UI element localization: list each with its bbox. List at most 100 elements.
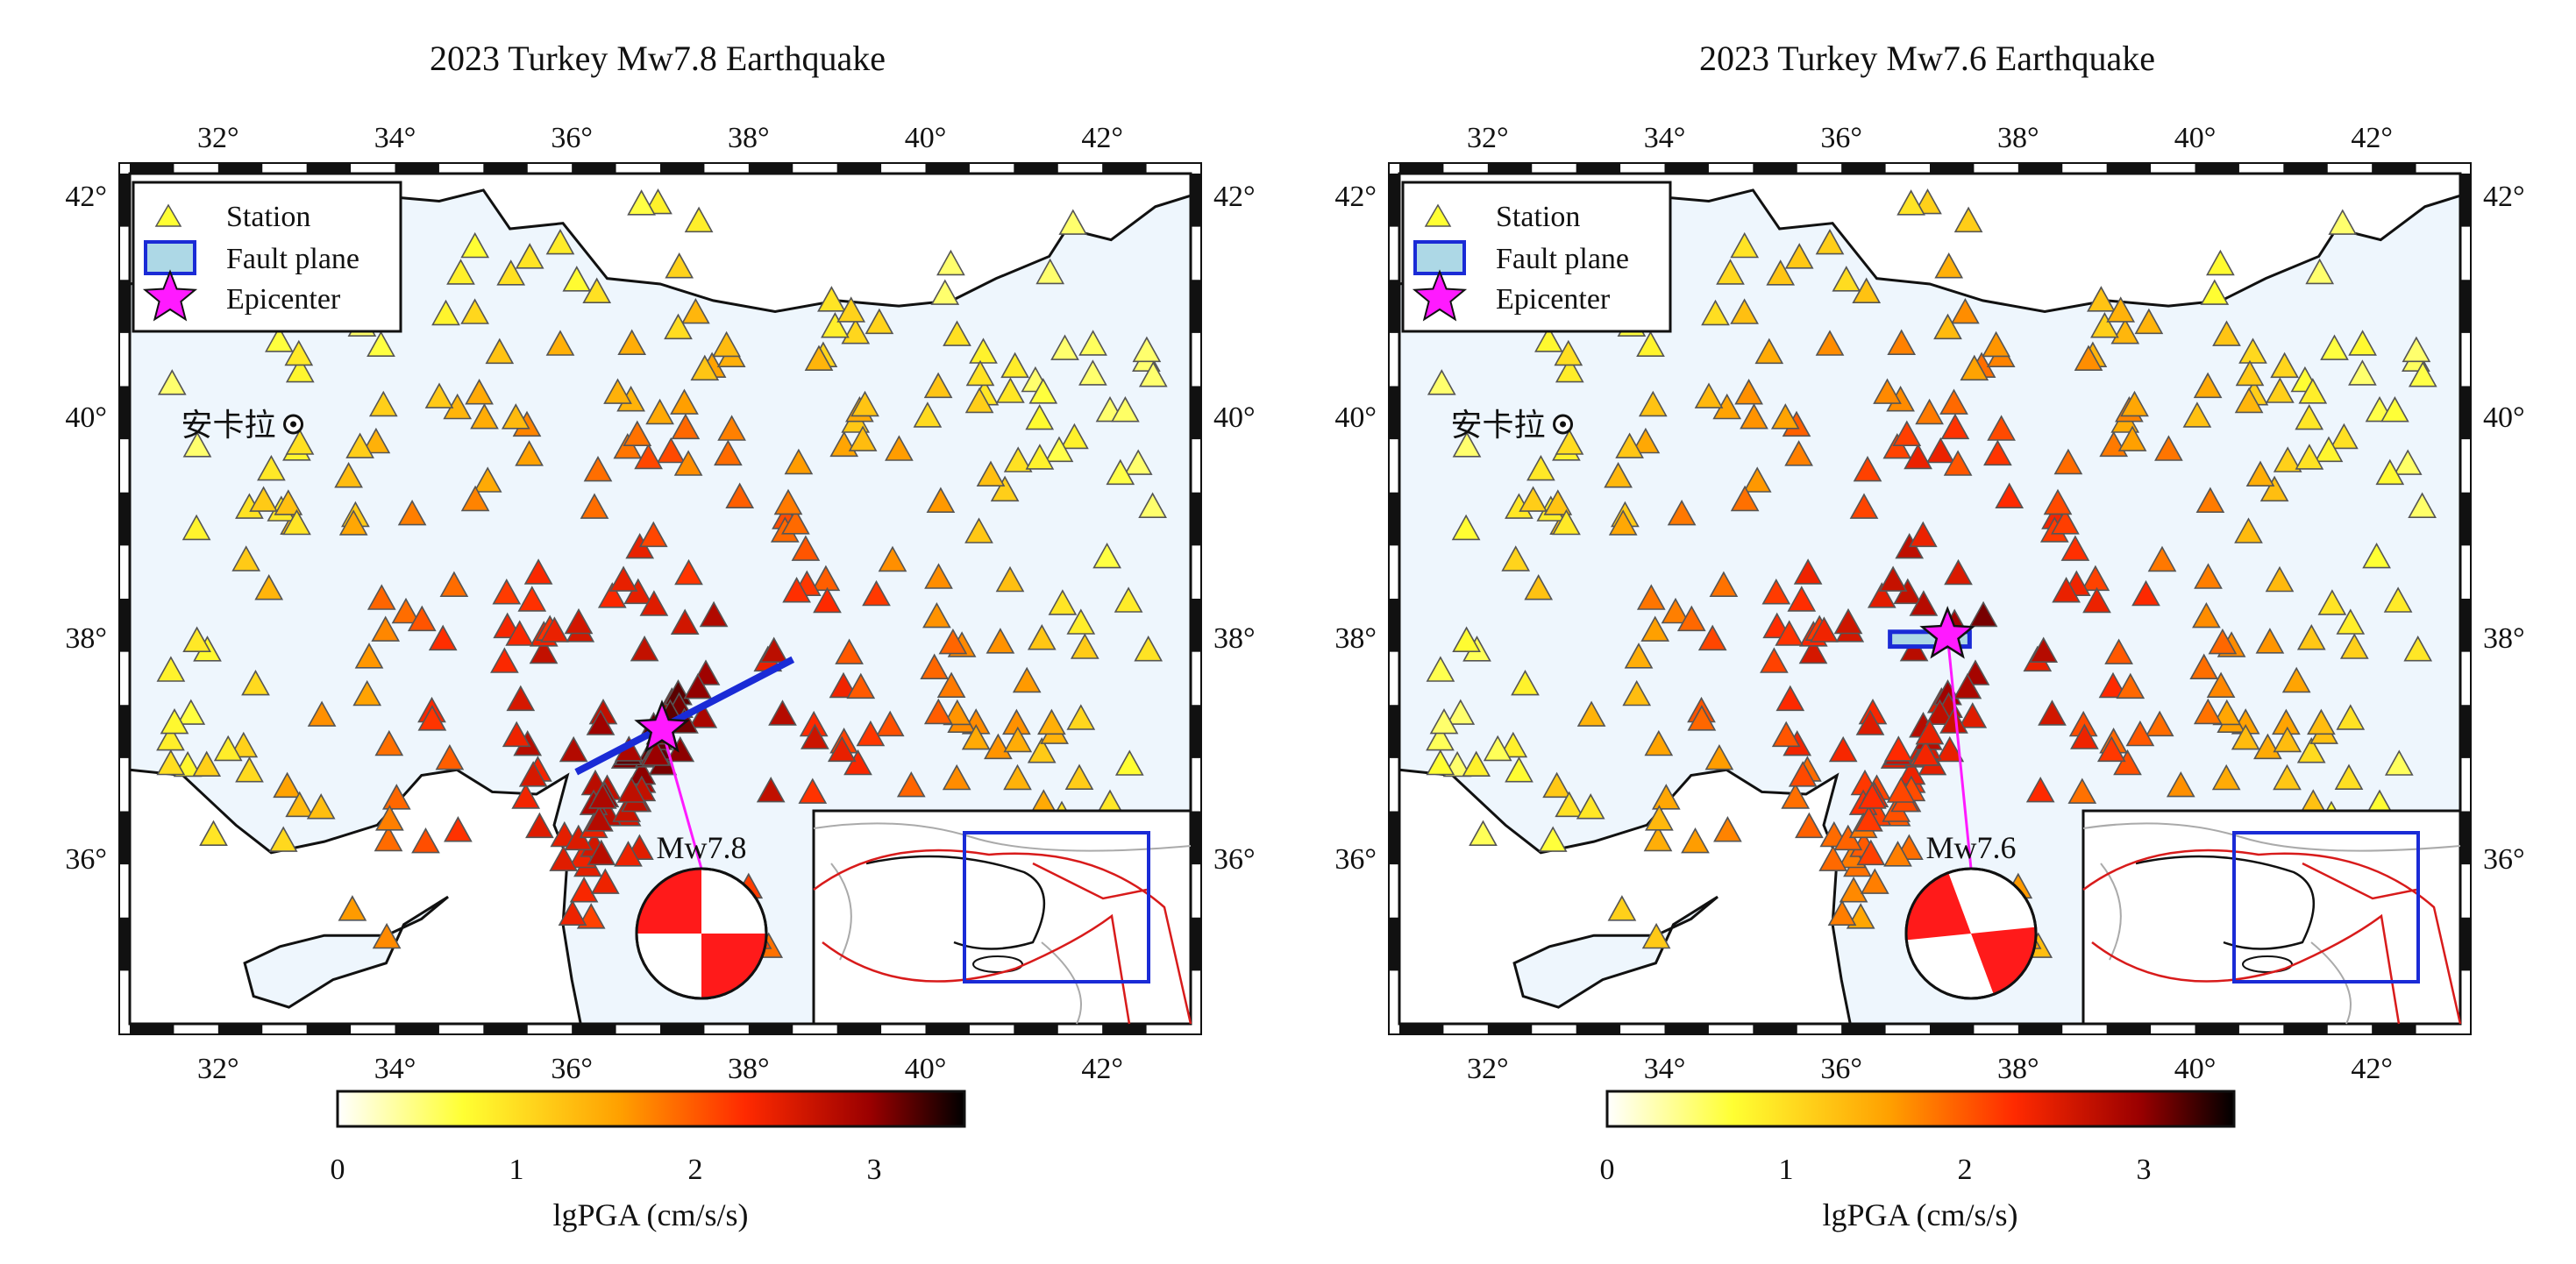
station-marker xyxy=(1781,783,1811,809)
station-marker xyxy=(1694,382,1724,408)
station-marker xyxy=(1000,352,1029,379)
station-marker xyxy=(965,359,995,387)
station-marker xyxy=(1939,707,1968,734)
lon-tick-label: 40° xyxy=(905,1053,947,1085)
station-marker xyxy=(1771,721,1801,748)
station-marker xyxy=(284,339,314,366)
station-marker xyxy=(1770,403,1800,430)
station-marker xyxy=(2134,308,2164,335)
station-marker xyxy=(1935,735,1965,763)
station-marker xyxy=(964,387,994,414)
station-marker xyxy=(1887,329,1917,356)
lon-tick-label: 34° xyxy=(1644,122,1686,154)
station-marker xyxy=(2234,387,2264,414)
station-marker xyxy=(192,750,222,778)
station-marker xyxy=(496,259,526,286)
station-marker xyxy=(1661,597,1690,624)
beachball-quadrant xyxy=(701,934,766,998)
station-marker xyxy=(2087,286,2116,312)
station-marker xyxy=(586,709,616,735)
station-marker xyxy=(424,382,454,408)
station-marker xyxy=(249,486,278,512)
magnitude-label: Mw7.6 xyxy=(1925,830,2016,865)
station-marker xyxy=(684,206,714,233)
station-marker xyxy=(1815,330,1845,356)
station-marker xyxy=(1027,737,1057,763)
station-marker xyxy=(1519,486,1548,512)
station-marker xyxy=(428,624,458,651)
station-marker xyxy=(930,279,960,305)
station-marker xyxy=(639,590,669,616)
station-marker xyxy=(638,521,668,548)
station-marker xyxy=(623,420,652,447)
city-label: 安卡拉 xyxy=(181,408,276,443)
lon-tick-label: 38° xyxy=(728,122,770,154)
station-marker xyxy=(1960,354,1989,381)
station-marker xyxy=(1987,415,2016,441)
station-marker xyxy=(836,296,866,323)
station-marker xyxy=(2330,423,2359,450)
station-marker xyxy=(1003,763,1032,791)
station-marker xyxy=(1687,705,1717,731)
station-marker xyxy=(1795,812,1824,839)
station-marker xyxy=(1933,313,1962,340)
magnitude-label: Mw7.8 xyxy=(656,830,746,865)
station-marker xyxy=(213,735,243,762)
station-marker xyxy=(2145,710,2174,737)
city-dot xyxy=(1560,421,1567,428)
station-marker xyxy=(1511,669,1540,696)
station-marker xyxy=(564,607,594,635)
station-marker xyxy=(1882,432,1912,459)
station-marker xyxy=(846,672,876,699)
inset-study-area xyxy=(2232,831,2420,984)
station-marker xyxy=(1730,485,1760,512)
station-marker xyxy=(257,454,286,481)
station-marker xyxy=(435,743,465,770)
station-marker xyxy=(1114,586,1143,613)
station-marker xyxy=(1483,735,1512,762)
station-marker xyxy=(417,705,447,731)
station-marker xyxy=(590,868,620,894)
station-marker xyxy=(157,369,187,395)
station-marker xyxy=(665,735,695,763)
station-marker xyxy=(878,545,907,572)
station-marker xyxy=(688,702,718,728)
station-marker xyxy=(712,330,741,358)
beachball-leader xyxy=(660,728,703,870)
station-marker xyxy=(1651,784,1681,810)
cyprus xyxy=(243,895,449,1009)
station-marker xyxy=(2348,359,2377,386)
station-marker xyxy=(1760,647,1789,673)
station-marker xyxy=(1951,297,1980,324)
station-marker xyxy=(2328,209,2358,235)
station-marker xyxy=(848,425,878,451)
station-marker xyxy=(768,699,797,726)
station-marker xyxy=(2408,361,2437,387)
station-marker xyxy=(1644,729,1674,756)
station-marker xyxy=(943,699,972,726)
station-marker xyxy=(1701,299,1730,326)
station-marker xyxy=(817,286,846,312)
station-marker xyxy=(922,601,951,628)
station-marker xyxy=(1713,816,1742,842)
legend-station-icon xyxy=(154,203,182,227)
station-marker xyxy=(613,432,643,459)
station-marker xyxy=(1740,403,1768,430)
lat-tick-label: 38° xyxy=(1334,622,1377,655)
station-marker xyxy=(664,313,693,340)
station-marker xyxy=(2348,330,2377,356)
lon-tick-label: 40° xyxy=(905,122,947,154)
lon-tick-label: 40° xyxy=(2174,122,2217,154)
station-marker xyxy=(2052,577,2081,603)
station-marker xyxy=(645,398,674,425)
station-marker xyxy=(617,329,647,356)
beachball-leader xyxy=(1946,635,1973,870)
station-marker xyxy=(2384,749,2414,776)
colorbar-tick: 2 xyxy=(688,1154,703,1186)
station-marker xyxy=(2060,535,2090,561)
lon-tick-label: 32° xyxy=(197,1053,239,1085)
station-marker xyxy=(699,600,729,628)
station-marker xyxy=(1742,466,1772,493)
lat-tick-label: 40° xyxy=(1213,401,1256,434)
station-marker xyxy=(285,356,315,383)
